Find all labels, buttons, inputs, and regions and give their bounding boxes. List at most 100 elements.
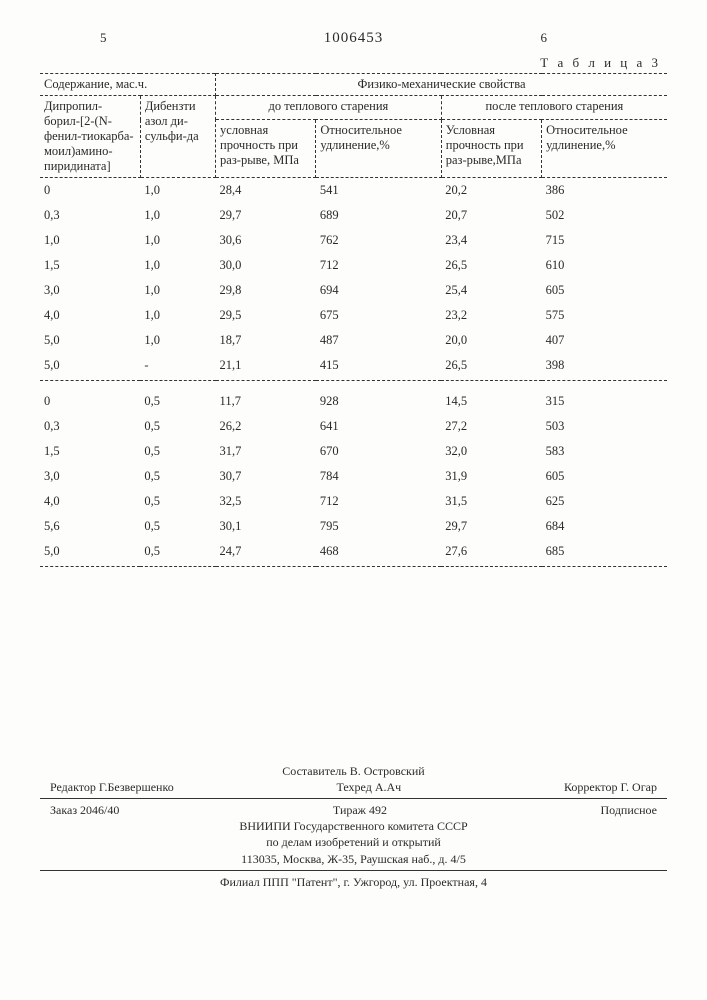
table-row: 5,01,018,748720,0407 — [40, 328, 667, 353]
cell: 0,5 — [140, 439, 215, 464]
cell: 315 — [542, 389, 667, 414]
hdr-after: после теплового старения — [441, 96, 667, 120]
cell: 0,5 — [140, 464, 215, 489]
cell: 468 — [316, 539, 441, 564]
hdr-props: Физико-механические свойства — [216, 74, 667, 96]
cell: 18,7 — [216, 328, 316, 353]
cell: 712 — [316, 489, 441, 514]
footer-corr: Корректор Г. Огар — [564, 779, 657, 795]
cell: 3,0 — [40, 464, 140, 489]
table-row: 4,01,029,567523,2575 — [40, 303, 667, 328]
cell: 30,6 — [216, 228, 316, 253]
cell: 1,0 — [40, 228, 140, 253]
cell: 1,0 — [140, 228, 215, 253]
cell: 14,5 — [441, 389, 541, 414]
cell: 1,0 — [140, 328, 215, 353]
cell: 5,6 — [40, 514, 140, 539]
cell: 685 — [542, 539, 667, 564]
footer-order: Заказ 2046/40 — [50, 802, 119, 818]
footer-tech: Техред А.Ач — [337, 779, 402, 795]
cell: 5,0 — [40, 353, 140, 378]
cell: 1,0 — [140, 303, 215, 328]
cell: 29,5 — [216, 303, 316, 328]
cell: 0,3 — [40, 203, 140, 228]
cell: 27,6 — [441, 539, 541, 564]
footer-branch: Филиал ППП "Патент", г. Ужгород, ул. Про… — [40, 874, 667, 890]
cell: 32,0 — [441, 439, 541, 464]
hdr-strength1: условная прочность при раз-рыве, МПа — [216, 120, 316, 178]
cell: 694 — [316, 278, 441, 303]
footer-tirage: Тираж 492 — [333, 802, 387, 818]
cell: 784 — [316, 464, 441, 489]
hdr-comp1: Дипропил-борил-[2-(N-фенил-тиокарба-моил… — [40, 96, 140, 178]
cell: 4,0 — [40, 303, 140, 328]
cell: 23,2 — [441, 303, 541, 328]
cell: 20,2 — [441, 178, 541, 204]
cell: 11,7 — [216, 389, 316, 414]
cell: 712 — [316, 253, 441, 278]
cell: 26,2 — [216, 414, 316, 439]
cell: 26,5 — [441, 253, 541, 278]
table-row: 5,0-21,141526,5398 — [40, 353, 667, 378]
cell: 487 — [316, 328, 441, 353]
cell: 32,5 — [216, 489, 316, 514]
cell: 1,0 — [140, 253, 215, 278]
cell: 29,7 — [441, 514, 541, 539]
table-row: 4,00,532,571231,5625 — [40, 489, 667, 514]
cell: 605 — [542, 278, 667, 303]
cell: 0,5 — [140, 539, 215, 564]
footer-editor: Редактор Г.Безвершенко — [50, 779, 174, 795]
cell: 762 — [316, 228, 441, 253]
hdr-before: до теплового старения — [216, 96, 442, 120]
footer-org1: ВНИИПИ Государственного комитета СССР — [40, 818, 667, 834]
cell: 24,7 — [216, 539, 316, 564]
cell: 502 — [542, 203, 667, 228]
hdr-strength2: Условная прочность при раз-рыве,МПа — [441, 120, 541, 178]
footer-org2: по делам изобретений и открытий — [40, 834, 667, 850]
cell: 407 — [542, 328, 667, 353]
footer: Составитель В. Островский Редактор Г.Без… — [40, 763, 667, 890]
cell: 1,0 — [140, 203, 215, 228]
cell: 684 — [542, 514, 667, 539]
cell: 398 — [542, 353, 667, 378]
cell: 5,0 — [40, 328, 140, 353]
cell: 675 — [316, 303, 441, 328]
cell: 0,5 — [140, 514, 215, 539]
footer-compiler: Составитель В. Островский — [40, 763, 667, 779]
cell: 0,3 — [40, 414, 140, 439]
table-row: 5,60,530,179529,7684 — [40, 514, 667, 539]
hdr-comp2: Дибензти азол ди-сульфи-да — [140, 96, 215, 178]
doc-number: 1006453 — [40, 30, 667, 47]
table-row: 1,51,030,071226,5610 — [40, 253, 667, 278]
cell: 30,1 — [216, 514, 316, 539]
cell: 541 — [316, 178, 441, 204]
cell: 583 — [542, 439, 667, 464]
cell: 20,0 — [441, 328, 541, 353]
cell: 0,5 — [140, 489, 215, 514]
table-row: 1,01,030,676223,4715 — [40, 228, 667, 253]
table-row: 01,028,454120,2386 — [40, 178, 667, 204]
cell: 1,5 — [40, 253, 140, 278]
cell: 27,2 — [441, 414, 541, 439]
cell: 670 — [316, 439, 441, 464]
cell: 386 — [542, 178, 667, 204]
cell: 715 — [542, 228, 667, 253]
cell: 605 — [542, 464, 667, 489]
cell: 625 — [542, 489, 667, 514]
cell: 21,1 — [216, 353, 316, 378]
cell: 30,7 — [216, 464, 316, 489]
cell: 641 — [316, 414, 441, 439]
cell: 1,0 — [140, 178, 215, 204]
cell: 31,5 — [441, 489, 541, 514]
cell: 1,5 — [40, 439, 140, 464]
cell: 0 — [40, 178, 140, 204]
cell: 575 — [542, 303, 667, 328]
cell: 610 — [542, 253, 667, 278]
cell: 928 — [316, 389, 441, 414]
cell: 30,0 — [216, 253, 316, 278]
cell: 25,4 — [441, 278, 541, 303]
cell: 4,0 — [40, 489, 140, 514]
hdr-elong2: Относительное удлинение,% — [542, 120, 667, 178]
table-row: 3,01,029,869425,4605 — [40, 278, 667, 303]
cell: 26,5 — [441, 353, 541, 378]
